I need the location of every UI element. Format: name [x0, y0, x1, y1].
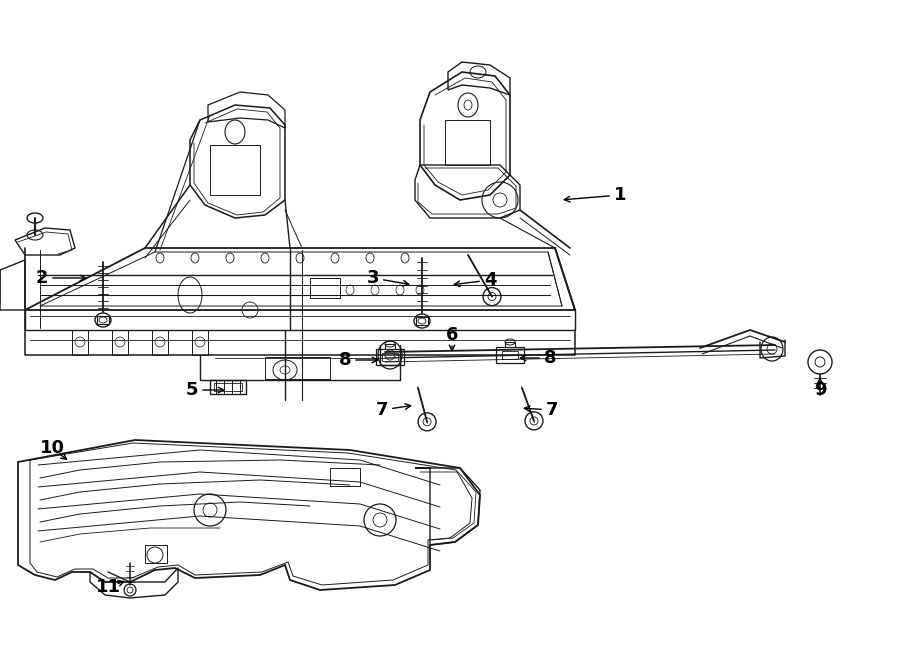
- Bar: [214, 383, 242, 391]
- Bar: [445, 120, 490, 165]
- Bar: [112, 330, 128, 355]
- Bar: [310, 278, 340, 298]
- Bar: [210, 380, 246, 394]
- Bar: [97, 316, 109, 324]
- Bar: [496, 347, 524, 363]
- Bar: [152, 330, 168, 355]
- Text: 1: 1: [614, 186, 626, 204]
- Text: 8: 8: [338, 351, 351, 369]
- Bar: [502, 351, 518, 359]
- Bar: [416, 317, 428, 325]
- Text: 8: 8: [544, 349, 556, 367]
- Bar: [192, 330, 208, 355]
- Text: 2: 2: [36, 269, 49, 287]
- Text: 3: 3: [367, 269, 379, 287]
- Text: 9: 9: [814, 381, 826, 399]
- Bar: [265, 357, 330, 379]
- Text: 10: 10: [40, 439, 65, 457]
- Text: 7: 7: [545, 401, 558, 419]
- Bar: [72, 330, 88, 355]
- Bar: [382, 353, 398, 361]
- Text: 4: 4: [484, 271, 496, 289]
- Text: 5: 5: [185, 381, 198, 399]
- Text: 7: 7: [376, 401, 388, 419]
- Text: 6: 6: [446, 326, 458, 344]
- Bar: [210, 145, 260, 195]
- Text: 11: 11: [95, 578, 121, 596]
- Bar: [145, 545, 167, 563]
- Bar: [376, 349, 404, 365]
- Bar: [330, 468, 360, 486]
